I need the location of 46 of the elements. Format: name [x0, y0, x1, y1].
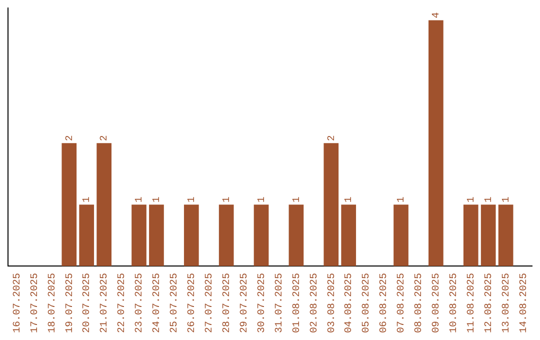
x-tick-label: 24.07.2025 [152, 272, 164, 334]
x-tick-label: 11.08.2025 [466, 272, 478, 334]
data-label: 1 [152, 196, 164, 203]
x-tick-label: 29.07.2025 [239, 272, 250, 334]
data-label: 1 [222, 196, 233, 203]
data-label: 1 [292, 196, 303, 203]
x-tick-label: 12.08.2025 [484, 272, 495, 334]
x-tick-label: 28.07.2025 [222, 272, 233, 334]
data-label: 1 [344, 196, 356, 203]
x-tick-label: 20.07.2025 [82, 272, 94, 334]
data-label: 1 [134, 196, 146, 203]
x-tick-label: 16.07.2025 [12, 272, 24, 334]
x-tick-label: 10.08.2025 [449, 272, 460, 334]
x-tick-label: 01.08.2025 [292, 272, 303, 334]
data-label: 1 [82, 196, 94, 203]
x-tick-label: 26.07.2025 [187, 272, 198, 334]
x-tick-label: 13.08.2025 [501, 272, 512, 334]
x-tick-label: 19.07.2025 [64, 272, 76, 334]
x-tick-label: 21.07.2025 [100, 272, 111, 334]
x-tick-label: 04.08.2025 [344, 272, 356, 334]
x-tick-label: 17.07.2025 [30, 272, 41, 334]
data-label: 1 [396, 196, 408, 203]
data-label: 1 [256, 196, 268, 203]
x-tick-label: 25.07.2025 [170, 272, 181, 334]
x-tick-label: 27.07.2025 [204, 272, 216, 334]
data-label: 2 [100, 135, 111, 142]
data-label: 1 [501, 196, 512, 203]
x-tick-label: 23.07.2025 [134, 272, 146, 334]
x-tick-label: 08.08.2025 [414, 272, 426, 334]
data-label: 4 [432, 12, 443, 18]
data-label: 2 [64, 135, 76, 142]
x-tick-label: 07.08.2025 [396, 272, 408, 334]
data-label: 1 [466, 196, 478, 203]
x-tick-label: 09.08.2025 [432, 272, 443, 334]
data-label: 1 [187, 196, 198, 203]
x-tick-label: 30.07.2025 [256, 272, 268, 334]
x-tick-label: 03.08.2025 [326, 272, 338, 334]
x-tick-label: 06.08.2025 [379, 272, 390, 334]
data-label: 2 [326, 135, 338, 142]
x-tick-label: 22.07.2025 [117, 272, 128, 334]
x-tick-label: 05.08.2025 [362, 272, 373, 334]
x-tick-label: 31.07.2025 [274, 272, 286, 334]
x-tick-label: 14.08.2025 [518, 272, 530, 334]
x-tick-label: 18.07.2025 [47, 272, 58, 334]
data-label: 1 [484, 196, 495, 203]
x-tick-label: 02.08.2025 [309, 272, 320, 334]
